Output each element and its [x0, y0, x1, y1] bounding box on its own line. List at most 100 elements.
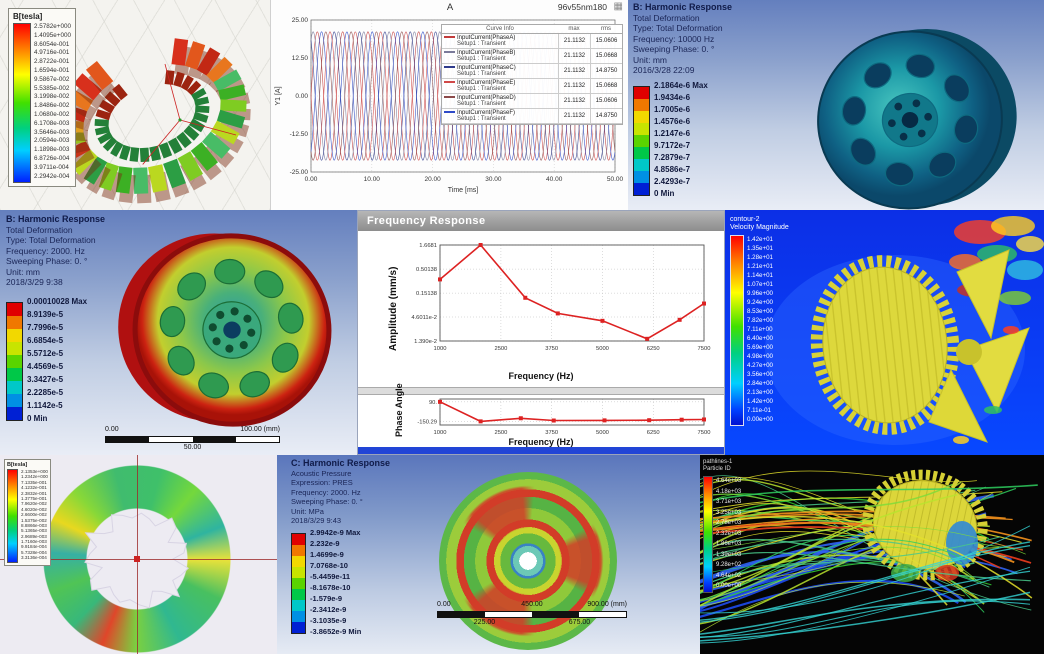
col-rms: rms: [590, 25, 622, 34]
deformation-legend: 2.1864e-6 Max 1.9434e-6 1.7005e-6 1.4576e-6…: [633, 81, 708, 206]
deformation-colorbar: [633, 86, 650, 196]
flux-legend-value: 3.3136e-004: [21, 555, 47, 561]
curve-max: 21.1132: [558, 94, 590, 109]
legend-value: 6.40e+00: [747, 335, 773, 342]
legend-value: 9.24e+00: [747, 299, 773, 306]
curve-setup: Setup1 : Transient: [457, 41, 506, 47]
curve-setup: Setup1 : Transient: [457, 101, 506, 107]
curve-name-cell: InputCurrent(PhaseA) Setup1 : Transient: [442, 34, 558, 49]
svg-text:0.00: 0.00: [295, 93, 308, 100]
legend-value: 1.86e+03: [716, 541, 742, 547]
flux-legend-value: 5.5385e-002: [34, 84, 70, 92]
analysis-info-line: Acoustic Pressure: [291, 468, 352, 478]
legend-value: 8.9139e-5: [27, 310, 64, 319]
analysis-info-line: Sweeping Phase: 0. °: [291, 497, 363, 506]
flux-legend-title: B[tesla]: [7, 462, 28, 468]
svg-text:12.50: 12.50: [292, 55, 309, 62]
flux-legend-value: 1.7160e-003: [21, 539, 47, 545]
ruler-bar: [437, 611, 627, 618]
legend-value: 3.3427e-5: [27, 375, 64, 384]
flux-legend-value: 3.5646e-003: [34, 128, 70, 136]
flux-colorbar: [13, 23, 31, 183]
curve-max: 21.1132: [558, 64, 590, 79]
pathlines-legend-values: 4.64e+03 4.18e+03 3.71e+03 3.25e+03 2.78e+03…: [716, 476, 741, 593]
ruler-mid-label: 50.00: [183, 444, 202, 451]
curve-name: InputCurrent(PhaseB): [457, 50, 516, 56]
legend-value: 5.5712e-5: [27, 349, 64, 358]
svg-text:1000: 1000: [434, 430, 447, 436]
ruler-right-label: 900.00 (mm): [587, 601, 627, 608]
analysis-info-line: 2018/3/29 9:43: [291, 516, 342, 525]
window-splitter[interactable]: [358, 387, 724, 395]
curve-name-cell: InputCurrent(PhaseD) Setup1 : Transient: [442, 94, 558, 109]
svg-text:6250: 6250: [647, 430, 660, 436]
curve-info-rows: InputCurrent(PhaseA) Setup1 : Transient 2…: [442, 34, 622, 124]
panel-acoustic-pressure: C: Harmonic Response Acoustic Pressure Exp…: [277, 455, 700, 654]
pressure-colorbar: [291, 533, 306, 634]
legend-value: 1.2147e-6: [654, 129, 691, 138]
flux-legend-value: 2.9689e-003: [21, 533, 47, 539]
analysis-info-line: 2018/3/29 9:38: [6, 277, 63, 287]
flux-legend-value: 6.1708e-003: [34, 119, 70, 127]
legend-value: -5.4459e-11: [310, 572, 351, 581]
ruler-q1-label: 225.00: [473, 619, 496, 626]
flux-legend-value: 1.2342e+000: [21, 474, 48, 480]
window-label: 96v55nm180: [557, 2, 607, 12]
legend-value: 1.7005e-6: [654, 105, 691, 114]
svg-text:7500: 7500: [698, 346, 711, 352]
legend-value: 1.39e+03: [716, 551, 742, 558]
frequency-axis-label-2: Frequency (Hz): [508, 437, 574, 447]
svg-text:25.00: 25.00: [292, 17, 309, 24]
flux-legend-values: 2.5782e+000 1.4095e+000 8.6054e-001 4.9716e…: [34, 23, 71, 183]
curve-max: 21.1132: [558, 34, 590, 49]
legend-value: 2.4293e-7: [654, 177, 691, 186]
legend-value: 1.9434e-6: [654, 93, 691, 102]
curve-color-dash: [444, 36, 455, 39]
curve-name-cell: InputCurrent(PhaseE) Setup1 : Transient: [442, 79, 558, 94]
legend-value: 0 Min: [27, 414, 48, 423]
acoustic-disc-render: [439, 472, 617, 650]
flux-legend-value: 7.9620e-002: [21, 501, 47, 507]
analysis-info-line: C: Harmonic Response: [291, 458, 391, 468]
legend-value: -3.1035e-9: [310, 616, 347, 625]
flux-legend-value: 1.0680e-002: [34, 110, 70, 118]
flux-legend-value: 4.9716e-001: [34, 49, 70, 57]
plot-title: A: [446, 2, 454, 13]
legend-value: 7.11e+00: [747, 326, 773, 333]
col-max: max: [558, 25, 590, 34]
flux-legend-value: 1.3775e-001: [21, 495, 47, 501]
legend-value: 4.64e+02: [716, 572, 742, 579]
curve-info-row: InputCurrent(PhaseA) Setup1 : Transient 2…: [442, 34, 622, 49]
flux-legend-value: 4.1232e-001: [21, 485, 47, 491]
panel-harmonic-response-2000hz: B: Harmonic Response Total Deformation Typ…: [0, 210, 357, 455]
curve-setup: Setup1 : Transient: [457, 116, 506, 122]
legend-value: 4.8586e-7: [654, 165, 691, 174]
curve-info-row: InputCurrent(PhaseD) Setup1 : Transient 2…: [442, 94, 622, 109]
curve-max: 21.1132: [558, 109, 590, 124]
curve-setup: Setup1 : Transient: [457, 56, 506, 62]
legend-title-line: Particle ID: [703, 466, 731, 472]
flux-legend: B[tesla] 2.5782e+000 1.4095e+000 8.6054e-0…: [8, 8, 76, 187]
legend-value: 9.28e+02: [716, 562, 742, 568]
svg-text:40.00: 40.00: [546, 176, 563, 183]
ruler-left-label: 0.00: [105, 426, 119, 433]
panel-phase-current-plot: 25.00 12.50 0.00 -12.50 -25.00 0.00 10.00 20.00…: [270, 0, 629, 210]
svg-text:30.00: 30.00: [485, 176, 502, 183]
flux-legend-value: 9.9184e-004: [21, 544, 47, 550]
amplitude-chart: 1000 2500 3750 5000 6250 7500 1.6681 0.50138 0.1…: [411, 243, 711, 352]
legend-value: 1.4699e-9: [310, 550, 344, 559]
velocity-legend-title: contour-2 Velocity Magnitude: [730, 216, 789, 232]
wheel-deformation-render: [118, 233, 332, 427]
analysis-info-line: Frequency: 2000. Hz: [6, 245, 85, 256]
flux-legend-value: 6.8726e-004: [34, 154, 70, 162]
grid-icon[interactable]: ▦: [613, 1, 623, 12]
ruler-right-label: 100.00 (mm): [240, 426, 280, 433]
svg-text:0.50138: 0.50138: [416, 267, 437, 273]
pressure-legend: 2.9942e-9 Max 2.232e-9 1.4699e-9 7.0768e-10…: [291, 528, 361, 643]
curve-color-dash: [444, 96, 455, 99]
legend-title-line: Velocity Magnitude: [730, 224, 789, 231]
svg-text:3750: 3750: [545, 430, 558, 436]
analysis-info: B: Harmonic Response Total Deformation Typ…: [6, 214, 105, 288]
window-titlebar[interactable]: Frequency Response: [358, 211, 724, 231]
